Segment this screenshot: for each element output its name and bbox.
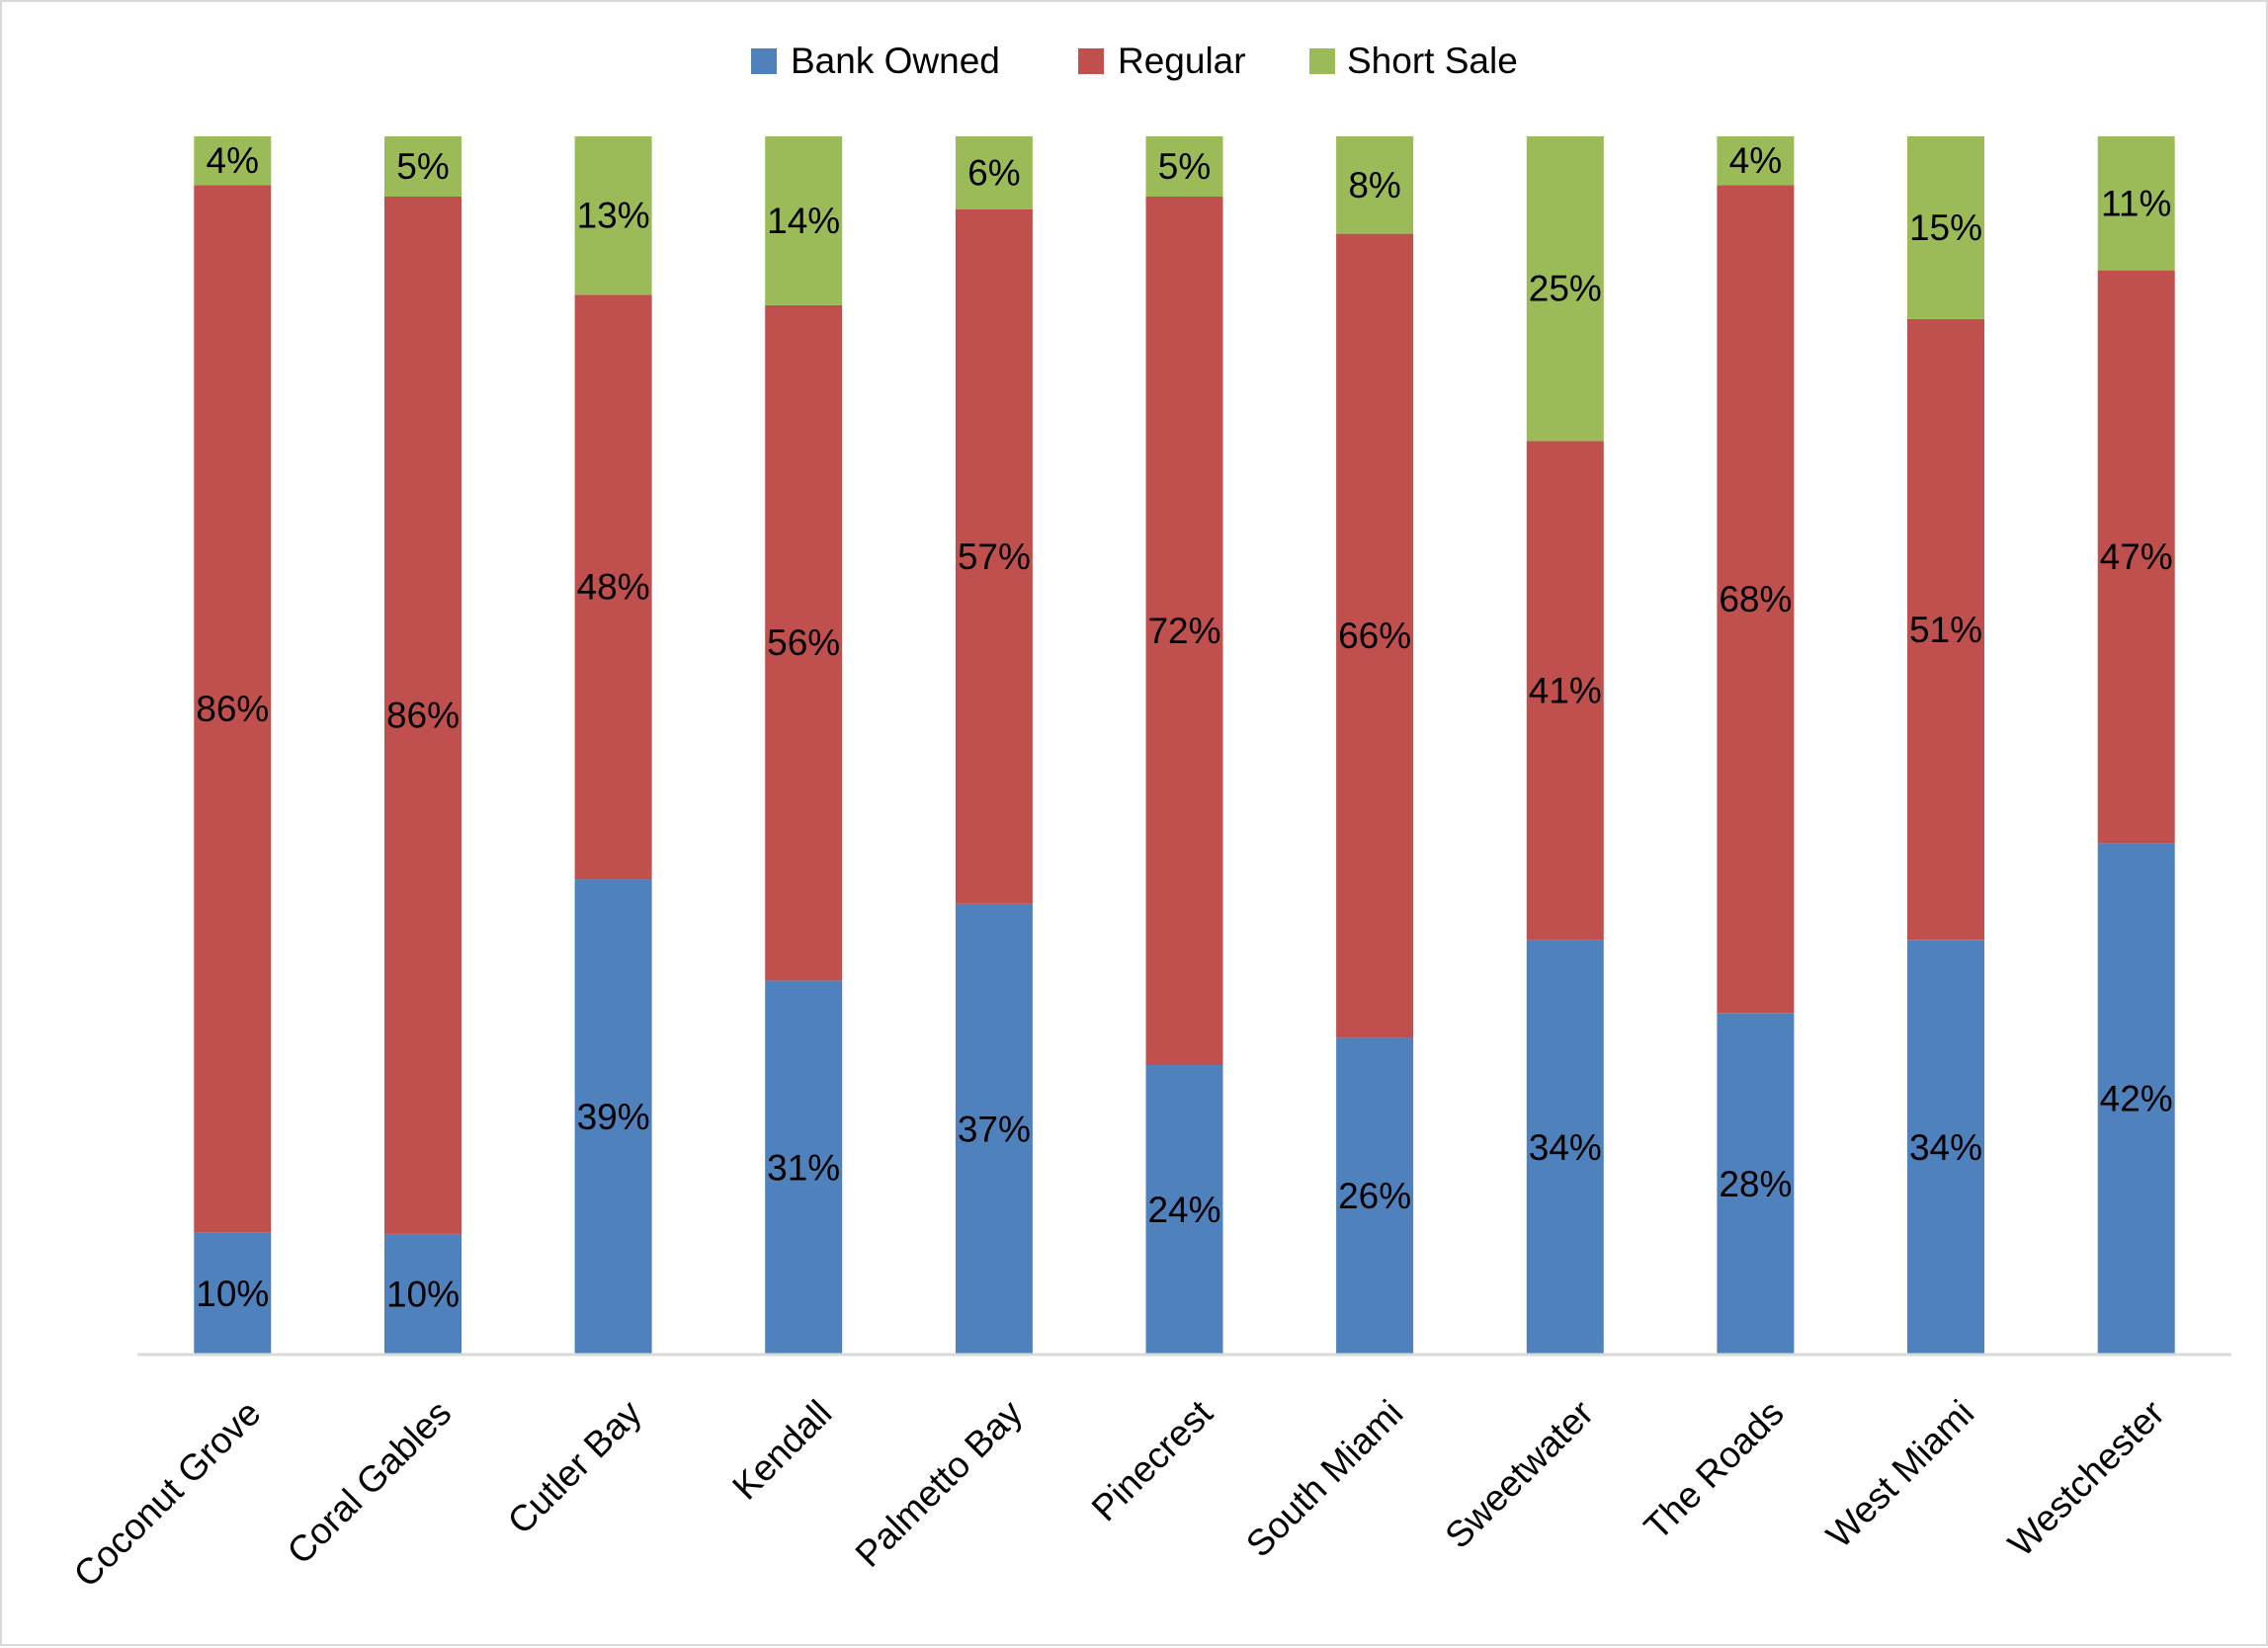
data-label-short-sale-palmetto-bay: 6% [967, 153, 1020, 194]
legend-swatch-regular [1078, 48, 1104, 74]
bar-segment-regular-sweetwater [1526, 441, 1604, 941]
category-label-kendall: Kendall [724, 1392, 839, 1507]
bar-segment-regular-the-roads [1717, 185, 1795, 1014]
data-label-regular-pinecrest: 72% [1147, 611, 1220, 651]
bars [194, 136, 2175, 1355]
data-label-bank-owned-coral-gables: 10% [386, 1275, 460, 1315]
data-label-short-sale-the-roads: 4% [1729, 140, 1782, 181]
data-label-regular-coral-gables: 86% [386, 696, 460, 736]
data-label-short-sale-westchester: 11% [2101, 183, 2171, 223]
data-label-bank-owned-coconut-grove: 10% [196, 1274, 269, 1314]
data-labels: 10% 86% 4% 10% 86% 5% 39% 48% 13% 31% 56% 14% 37% 57%… [196, 140, 2172, 1314]
data-label-short-sale-pinecrest: 5% [1158, 146, 1211, 187]
data-label-short-sale-cutler-bay: 13% [577, 196, 650, 236]
bar-segment-bank-owned-south-miami [1336, 1037, 1414, 1355]
bar-segment-bank-owned-pinecrest [1145, 1065, 1223, 1355]
legend-swatch-short-sale [1309, 48, 1335, 74]
bar-segment-short-sale-coral-gables [384, 136, 462, 197]
bar-segment-regular-palmetto-bay [955, 209, 1033, 904]
bar-segment-bank-owned-palmetto-bay [955, 903, 1033, 1355]
data-label-short-sale-west-miami: 15% [1909, 207, 1982, 248]
data-label-regular-kendall: 56% [767, 622, 840, 663]
data-label-bank-owned-the-roads: 28% [1719, 1164, 1792, 1204]
data-label-bank-owned-pinecrest: 24% [1147, 1190, 1220, 1230]
bar-segment-short-sale-south-miami [1336, 136, 1414, 234]
bar-segment-short-sale-palmetto-bay [955, 136, 1033, 209]
category-label-westchester: Westchester [2000, 1392, 2172, 1564]
legend-label-short-sale: Short Sale [1347, 41, 1518, 81]
bar-segment-regular-westchester [2097, 270, 2175, 844]
legend-label-bank-owned: Bank Owned [791, 41, 1000, 81]
data-label-regular-south-miami: 66% [1338, 616, 1411, 656]
bar-segment-bank-owned-sweetwater [1526, 940, 1604, 1355]
category-label-coral-gables: Coral Gables [280, 1392, 460, 1572]
bar-segment-regular-pinecrest [1145, 197, 1223, 1065]
bar-segment-bank-owned-west-miami [1907, 940, 1984, 1355]
category-label-south-miami: South Miami [1238, 1392, 1410, 1564]
bar-segment-regular-west-miami [1907, 318, 1984, 941]
bar-segment-regular-south-miami [1336, 233, 1414, 1038]
bar-segment-short-sale-westchester [2097, 136, 2175, 271]
bar-segment-short-sale-west-miami [1907, 136, 1984, 319]
data-label-bank-owned-palmetto-bay: 37% [958, 1109, 1031, 1149]
category-labels: Coconut Grove Coral Gables Cutler Bay Kenda… [66, 1392, 2172, 1595]
bar-segment-bank-owned-kendall [765, 980, 843, 1355]
category-label-pinecrest: Pinecrest [1084, 1392, 1221, 1529]
legend: Bank Owned Regular Short Sale [751, 41, 1518, 81]
data-label-bank-owned-kendall: 31% [767, 1147, 840, 1188]
data-label-short-sale-kendall: 14% [767, 201, 840, 241]
bar-segment-bank-owned-the-roads [1717, 1013, 1795, 1355]
category-label-coconut-grove: Coconut Grove [66, 1392, 269, 1595]
data-label-regular-sweetwater: 41% [1529, 671, 1602, 711]
data-label-short-sale-coconut-grove: 4% [207, 140, 259, 181]
data-label-regular-west-miami: 51% [1909, 610, 1982, 650]
bar-segment-regular-coral-gables [384, 197, 462, 1234]
data-label-regular-coconut-grove: 86% [196, 689, 269, 729]
bar-segment-bank-owned-westchester [2097, 843, 2175, 1355]
bar-segment-short-sale-cutler-bay [574, 136, 652, 295]
bar-segment-regular-cutler-bay [574, 294, 652, 880]
data-label-bank-owned-south-miami: 26% [1338, 1176, 1411, 1216]
bar-segment-short-sale-the-roads [1717, 136, 1795, 186]
bar-segment-short-sale-kendall [765, 136, 843, 305]
bar-segment-short-sale-sweetwater [1526, 136, 1604, 442]
bar-segment-regular-coconut-grove [194, 185, 272, 1233]
data-label-short-sale-sweetwater: 25% [1529, 269, 1602, 309]
category-label-cutler-bay: Cutler Bay [500, 1392, 649, 1541]
legend-swatch-bank-owned [751, 48, 777, 74]
legend-label-regular: Regular [1118, 41, 1246, 81]
data-label-regular-the-roads: 68% [1719, 579, 1792, 619]
bar-segment-bank-owned-coral-gables [384, 1233, 462, 1355]
data-label-bank-owned-westchester: 42% [2100, 1079, 2173, 1119]
category-label-west-miami: West Miami [1818, 1392, 1981, 1555]
data-label-regular-westchester: 47% [2100, 536, 2173, 577]
bar-segment-bank-owned-coconut-grove [194, 1232, 272, 1355]
bar-segment-short-sale-coconut-grove [194, 136, 272, 186]
data-label-regular-palmetto-bay: 57% [958, 536, 1031, 577]
category-label-the-roads: The Roads [1637, 1392, 1792, 1547]
category-label-sweetwater: Sweetwater [1437, 1392, 1601, 1556]
bar-segment-regular-kendall [765, 304, 843, 981]
data-label-bank-owned-sweetwater: 34% [1529, 1127, 1602, 1168]
data-label-bank-owned-west-miami: 34% [1909, 1127, 1982, 1168]
data-label-regular-cutler-bay: 48% [577, 567, 650, 608]
data-label-short-sale-coral-gables: 5% [396, 146, 449, 187]
bar-segment-short-sale-pinecrest [1145, 136, 1223, 197]
category-label-palmetto-bay: Palmetto Bay [848, 1392, 1031, 1575]
data-label-bank-owned-cutler-bay: 39% [577, 1097, 650, 1137]
bar-segment-bank-owned-cutler-bay [574, 879, 652, 1355]
data-label-short-sale-south-miami: 8% [1348, 165, 1400, 206]
